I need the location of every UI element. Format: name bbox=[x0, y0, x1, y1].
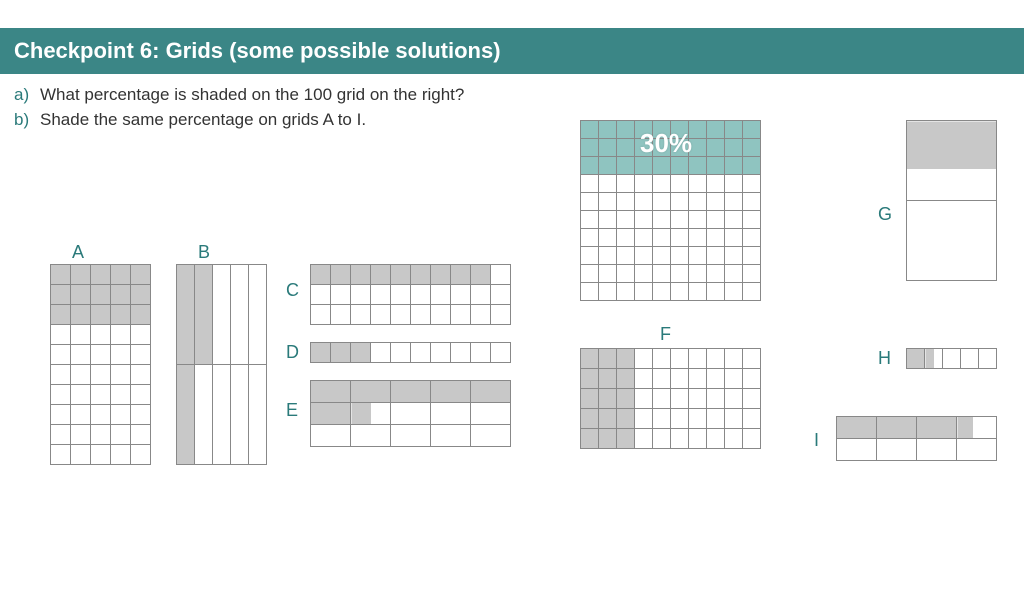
grid-i-label: I bbox=[814, 430, 819, 451]
questions-block: a) What percentage is shaded on the 100 … bbox=[0, 74, 560, 132]
grid-f-label: F bbox=[660, 324, 671, 345]
page-title: Checkpoint 6: Grids (some possible solut… bbox=[14, 38, 501, 63]
grid-b bbox=[176, 264, 267, 465]
grid-a bbox=[50, 264, 151, 465]
grid-c-label: C bbox=[286, 280, 299, 301]
grid-e bbox=[310, 380, 511, 447]
grid-i bbox=[836, 416, 997, 461]
page-title-banner: Checkpoint 6: Grids (some possible solut… bbox=[0, 28, 1024, 74]
grid-g bbox=[906, 120, 997, 281]
grid-c bbox=[310, 264, 511, 325]
grid-b-label: B bbox=[198, 242, 210, 263]
question-b: b) Shade the same percentage on grids A … bbox=[14, 109, 546, 132]
question-a-text: What percentage is shaded on the 100 gri… bbox=[40, 84, 464, 107]
grid-f bbox=[580, 348, 761, 449]
grid-g-label: G bbox=[878, 204, 892, 225]
question-a: a) What percentage is shaded on the 100 … bbox=[14, 84, 546, 107]
grid-e-label: E bbox=[286, 400, 298, 421]
question-b-letter: b) bbox=[14, 109, 40, 132]
grid-h-label: H bbox=[878, 348, 891, 369]
question-a-letter: a) bbox=[14, 84, 40, 107]
grid-h bbox=[906, 348, 997, 369]
question-b-text: Shade the same percentage on grids A to … bbox=[40, 109, 366, 132]
grid-a-label: A bbox=[72, 242, 84, 263]
grid-d bbox=[310, 342, 511, 363]
percentage-label: 30% bbox=[640, 128, 692, 159]
grid-d-label: D bbox=[286, 342, 299, 363]
